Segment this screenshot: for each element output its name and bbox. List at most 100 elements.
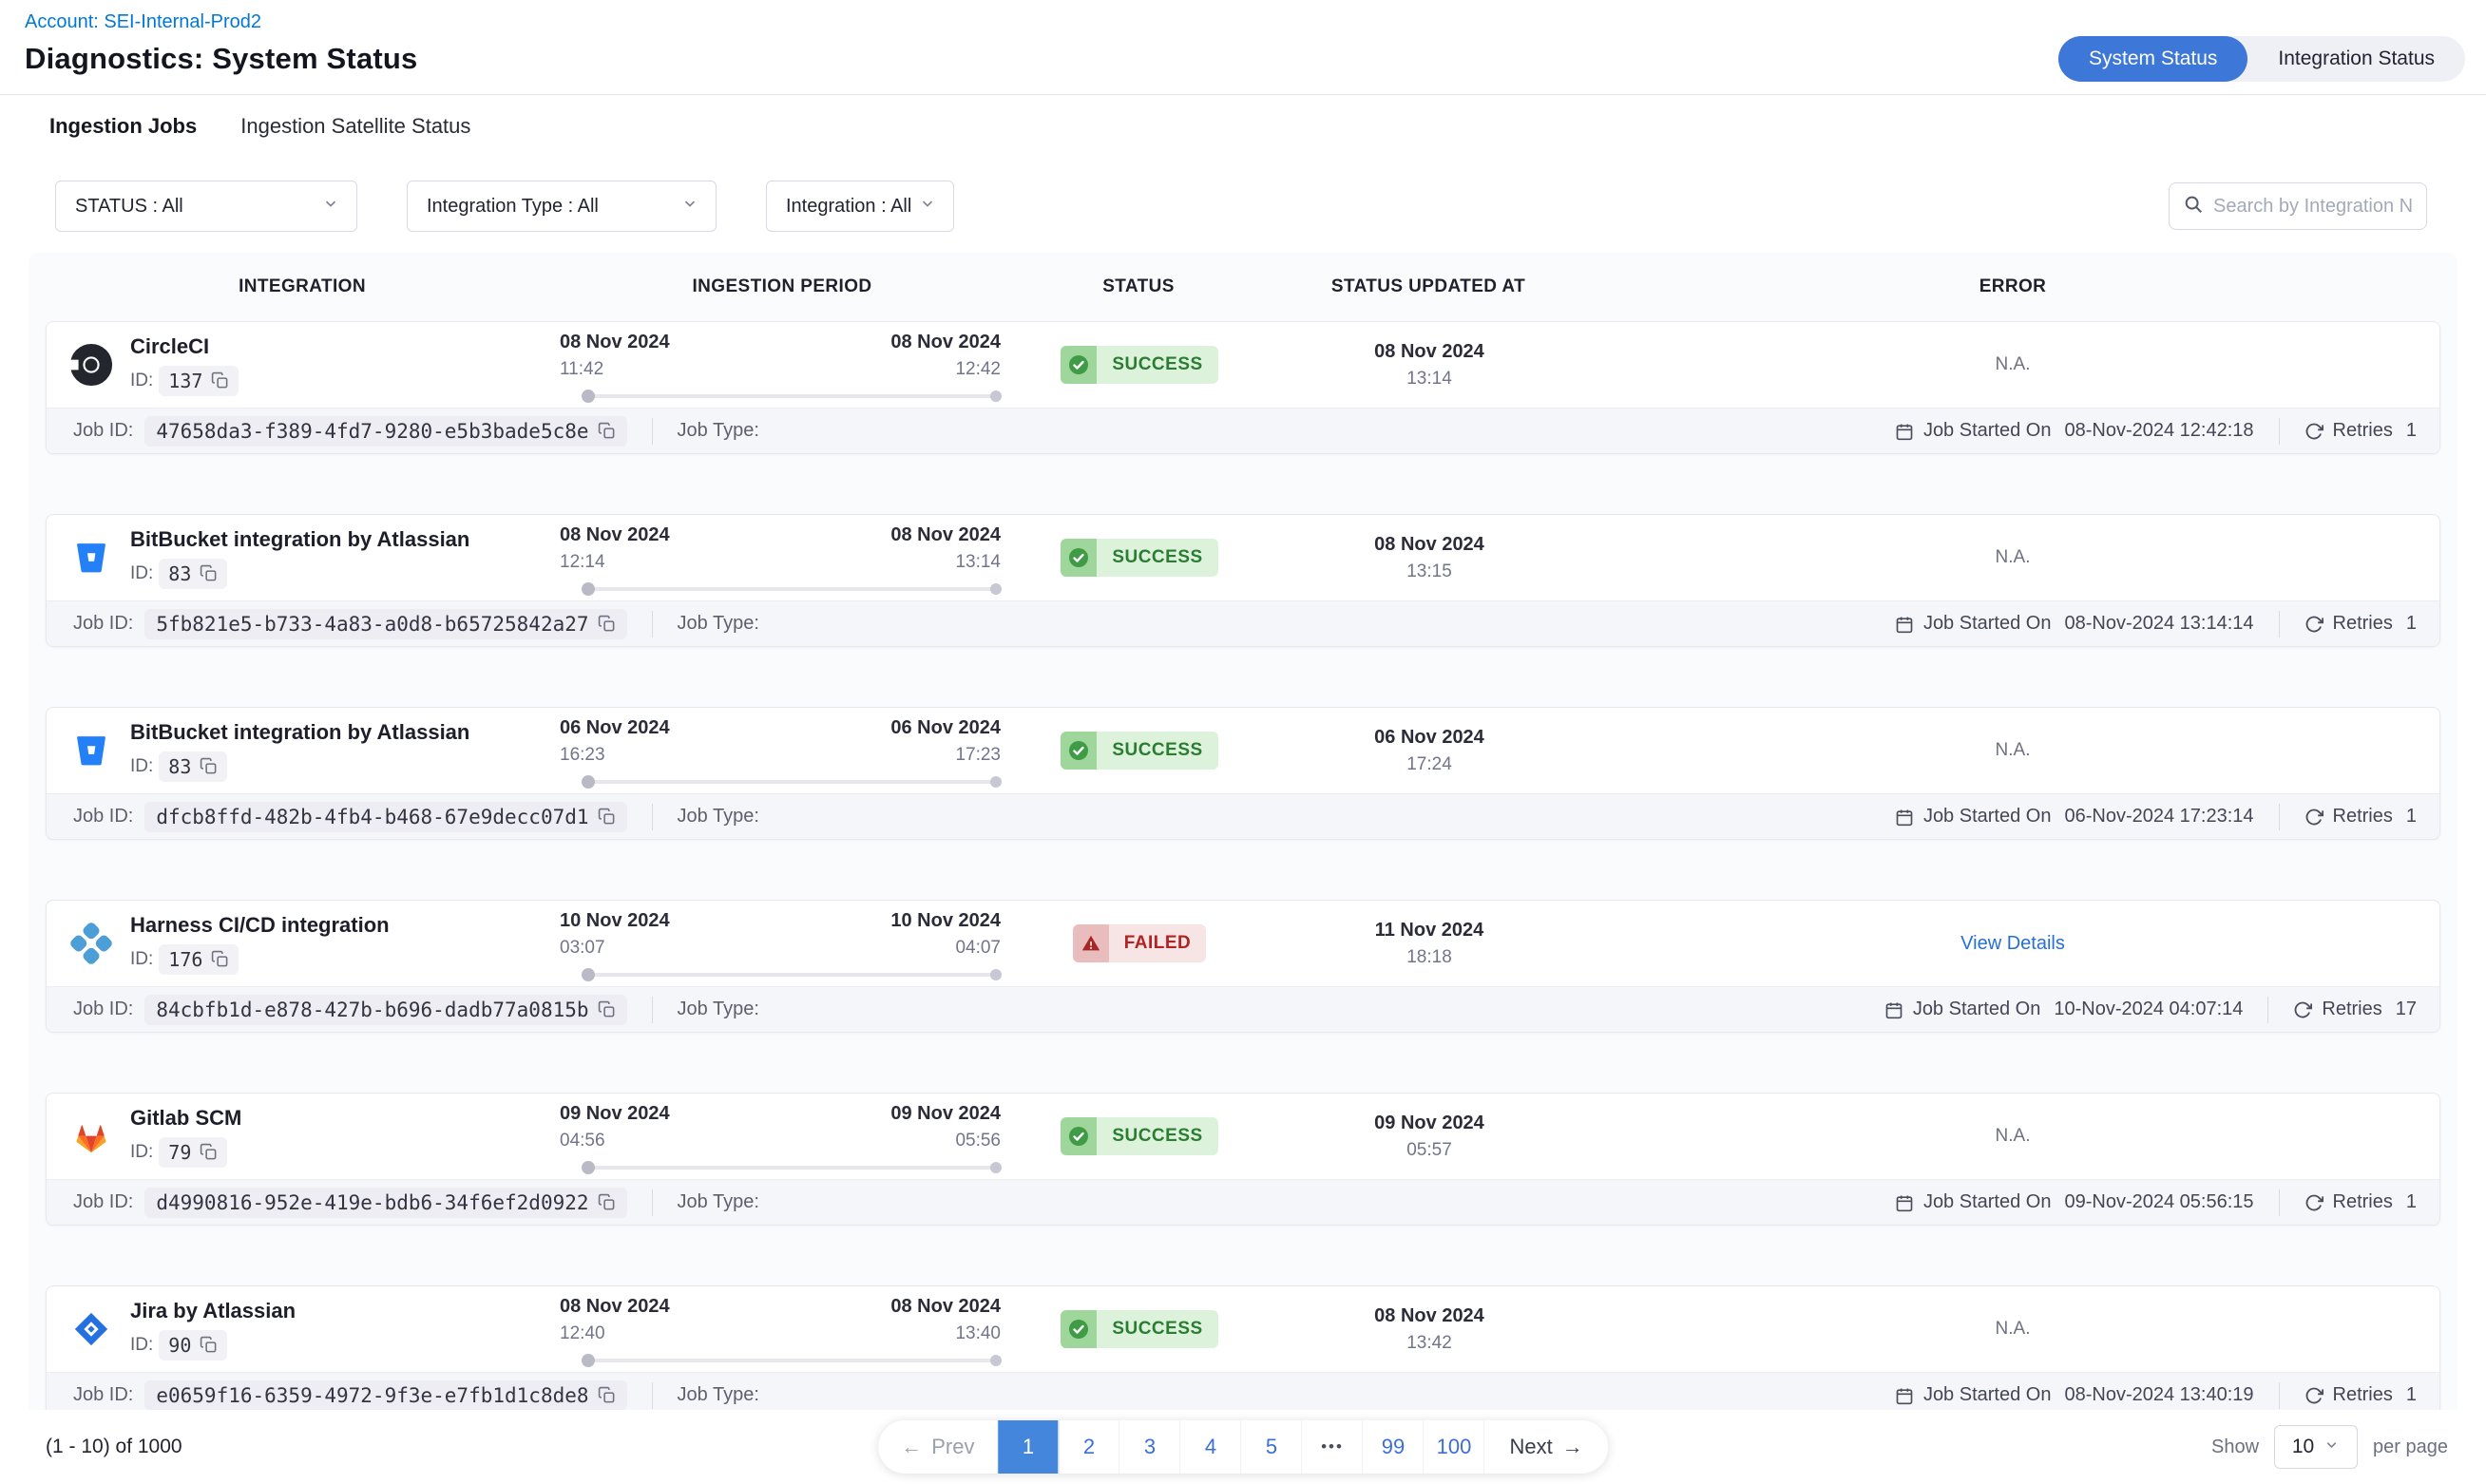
copy-icon[interactable] [598,1000,616,1018]
status-updated-time: 18:18 [1406,946,1452,967]
retries-value: 1 [2405,613,2417,634]
view-details-link[interactable]: View Details [1960,932,2065,954]
divider [651,417,653,445]
page-header: Account: SEI-Internal-Prod2 Diagnostics:… [0,0,2486,95]
page-size-dropdown[interactable]: 10 [2274,1425,2359,1469]
error-na-text: N.A. [1995,1319,2031,1339]
integration-name: Gitlab SCM [130,1105,242,1130]
page-100-button[interactable]: 100 [1425,1420,1485,1474]
ingestion-job-row: Gitlab SCM ID: 79 09 Nov 2024 04:56 [46,1093,2440,1226]
integration-status-toggle-button[interactable]: Integration Status [2278,48,2435,69]
ingestion-end-date: 09 Nov 2024 [890,1103,1001,1124]
status-filter-dropdown[interactable]: STATUS : All [55,181,357,232]
chevron-down-icon [322,195,339,218]
system-status-toggle-button[interactable]: System Status [2058,36,2248,82]
job-id-value: 47658da3-f389-4fd7-9280-e5b3bade5c8e [144,415,627,447]
table-rows: CircleCI ID: 137 08 Nov 2024 11:42 [46,321,2440,1418]
search-icon [2183,194,2204,219]
ingestion-job-row: CircleCI ID: 137 08 Nov 2024 11:42 [46,321,2440,454]
error-na-text: N.A. [1995,740,2031,760]
integration-id-value: 90 [159,1329,228,1360]
integration-name: Harness CI/CD integration [130,912,390,937]
copy-icon[interactable] [211,950,229,968]
retries-value: 1 [2405,1191,2417,1212]
tab-ingestion-jobs[interactable]: Ingestion Jobs [49,114,198,138]
copy-icon[interactable] [200,757,218,775]
page-3-button[interactable]: 3 [1120,1420,1181,1474]
job-type-label: Job Type: [677,420,759,441]
status-updated-date: 11 Nov 2024 [1374,919,1484,941]
ingestion-start-date: 09 Nov 2024 [560,1103,670,1124]
copy-icon[interactable] [200,1336,218,1354]
copy-icon[interactable] [598,1193,616,1211]
retries-value: 1 [2405,420,2417,441]
integration-type-filter-dropdown[interactable]: Integration Type : All [407,181,717,232]
copy-icon[interactable] [598,615,616,633]
divider [2278,1381,2280,1409]
account-breadcrumb-link[interactable]: Account: SEI-Internal-Prod2 [25,11,262,32]
job-started-value: 08-Nov-2024 13:40:19 [2064,1384,2254,1405]
copy-icon[interactable] [598,422,616,440]
page-2-button[interactable]: 2 [1060,1420,1120,1474]
job-type-label: Job Type: [677,1384,759,1405]
ingestion-period-bar [582,582,1002,596]
ingestion-start-time: 03:07 [560,938,605,958]
page-1-button[interactable]: 1 [998,1420,1060,1474]
ingestion-start-date: 06 Nov 2024 [560,717,670,738]
calendar-icon [1895,1193,1914,1212]
failed-warning-icon [1072,924,1109,962]
right-arrow-icon: → [1561,1435,1583,1458]
copy-icon[interactable] [200,564,218,582]
search-input[interactable] [2213,195,2413,218]
ingestion-job-row: BitBucket integration by Atlassian ID: 8… [46,707,2440,840]
prev-page-button[interactable]: ← Prev [878,1420,999,1474]
page-4-button[interactable]: 4 [1181,1420,1242,1474]
ingestion-start-time: 11:42 [560,359,604,379]
status-badge: SUCCESS [1061,1117,1218,1155]
status-badge: SUCCESS [1061,732,1218,770]
ingestion-end-time: 04:07 [955,938,1001,958]
status-updated-time: 13:15 [1406,561,1452,581]
page-title: Diagnostics: System Status [25,42,418,75]
copy-icon[interactable] [211,371,229,390]
job-started-label: Job Started On [1922,613,2052,634]
retries-label: Retries [2332,1384,2393,1405]
ingestion-start-date: 08 Nov 2024 [560,1296,670,1317]
integration-search-box [2169,182,2427,230]
retries-value: 17 [2395,999,2417,1019]
divider [2278,803,2280,830]
page-99-button[interactable]: 99 [1364,1420,1425,1474]
copy-icon[interactable] [598,1386,616,1404]
page-size-value: 10 [2291,1436,2315,1457]
column-header-ingestion-period: INGESTION PERIOD [692,276,872,296]
tab-ingestion-satellite-status[interactable]: Ingestion Satellite Status [240,114,471,138]
id-label: ID: [130,948,154,969]
integration-filter-dropdown[interactable]: Integration : All [766,181,954,232]
page-5-button[interactable]: 5 [1242,1420,1303,1474]
retries-refresh-icon [2304,422,2323,441]
pager: ← Prev 1 2 3 4 5 ••• 99 100 Next → [878,1420,1608,1474]
job-id-label: Job ID: [73,806,134,827]
integration-id-value: 137 [159,365,239,396]
status-updated-date: 08 Nov 2024 [1374,340,1484,362]
integration-type-filter-label: Integration Type : All [427,195,599,217]
next-page-button[interactable]: Next → [1509,1435,1583,1458]
job-id-label: Job ID: [73,1191,134,1212]
status-updated-date: 09 Nov 2024 [1374,1112,1484,1133]
status-text: FAILED [1108,924,1207,962]
ingestion-start-time: 16:23 [560,745,605,765]
column-header-status-updated-at: STATUS UPDATED AT [1330,276,1526,296]
id-label: ID: [130,755,154,776]
copy-icon[interactable] [598,808,616,826]
copy-icon[interactable] [200,1143,218,1161]
retries-label: Retries [2322,999,2382,1019]
success-check-icon [1061,732,1098,770]
ingestion-end-date: 08 Nov 2024 [890,1296,1001,1317]
job-id-label: Job ID: [73,613,134,634]
ingestion-jobs-table: INTEGRATION INGESTION PERIOD STATUS STAT… [29,253,2457,1484]
divider [651,1381,653,1409]
ingestion-end-date: 08 Nov 2024 [890,332,1001,352]
ingestion-period-bar [582,390,1002,403]
bitbucket-icon [69,729,113,772]
job-details-footer: Job ID: 47658da3-f389-4fd7-9280-e5b3bade… [47,408,2439,453]
